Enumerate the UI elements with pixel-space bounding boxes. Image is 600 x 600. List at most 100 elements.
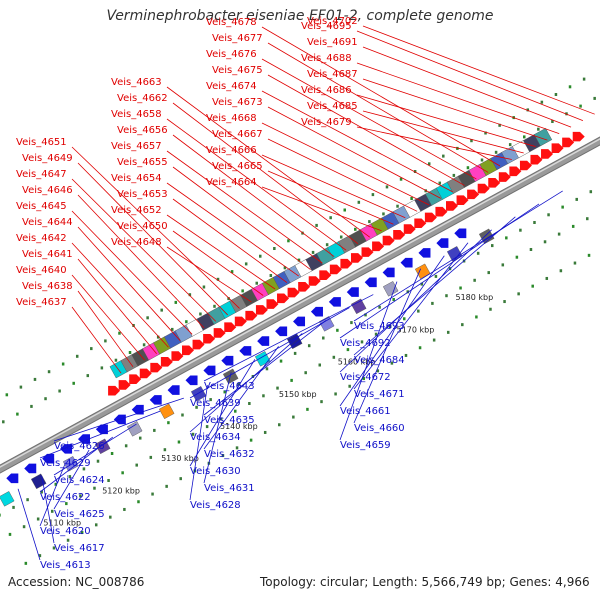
forward-gene-arrow bbox=[372, 241, 385, 252]
guide-dot bbox=[490, 244, 494, 248]
guide-dot bbox=[368, 220, 371, 224]
forward-gene-label: Veis_4640 bbox=[16, 265, 67, 276]
reverse-leader-line bbox=[203, 346, 279, 450]
guide-dot bbox=[571, 224, 575, 228]
guide-dot bbox=[188, 293, 192, 297]
forward-gene-label: Veis_4677 bbox=[212, 33, 263, 44]
forward-gene-arrow bbox=[203, 333, 216, 344]
forward-gene-label: Veis_4685 bbox=[307, 101, 358, 112]
guide-dot bbox=[329, 216, 332, 220]
reverse-gene-label: Veis_4632 bbox=[204, 449, 255, 460]
forward-gene-label: Veis_4678 bbox=[206, 17, 257, 28]
reverse-leader-line bbox=[203, 372, 232, 484]
guide-dot bbox=[283, 266, 287, 270]
guide-dot bbox=[505, 236, 508, 240]
forward-leader-line bbox=[166, 214, 276, 290]
guide-dot bbox=[587, 253, 591, 257]
reverse-gene-arrow bbox=[346, 287, 359, 297]
forward-gene-label: Veis_4668 bbox=[206, 113, 257, 124]
guide-dot bbox=[44, 397, 47, 401]
guide-dot bbox=[519, 228, 522, 232]
forward-gene-label: Veis_4674 bbox=[206, 81, 257, 92]
guide-dot bbox=[12, 505, 15, 509]
forward-leader-line bbox=[267, 106, 441, 199]
guide-dot bbox=[100, 366, 104, 370]
reverse-leader-line bbox=[339, 281, 398, 441]
guide-dot bbox=[167, 421, 170, 425]
guide-dot bbox=[249, 438, 253, 442]
reverse-leader-line bbox=[203, 320, 327, 416]
reverse-leader-line bbox=[189, 359, 256, 467]
guide-dot bbox=[362, 377, 366, 381]
reverse-gene-label: Veis_4643 bbox=[204, 381, 255, 392]
guide-dot bbox=[559, 269, 563, 273]
guide-dot bbox=[163, 448, 167, 452]
guide-dot bbox=[307, 344, 311, 348]
forward-gene-arrow bbox=[361, 247, 374, 257]
forward-gene-label: Veis_4691 bbox=[307, 37, 358, 48]
reverse-leader-line bbox=[39, 410, 161, 459]
reverse-gene-label: Veis_4671 bbox=[354, 389, 405, 400]
guide-dot bbox=[80, 531, 84, 535]
forward-gene-arrow bbox=[541, 149, 554, 159]
guide-dot bbox=[554, 93, 558, 97]
reverse-gene-arrow bbox=[185, 375, 198, 386]
forward-gene-arrow bbox=[562, 137, 575, 148]
guide-dot bbox=[385, 185, 389, 189]
tick-label: 5120 kbp bbox=[102, 486, 140, 495]
guide-dot bbox=[304, 371, 307, 375]
guide-dot bbox=[181, 413, 184, 417]
forward-leader-line bbox=[172, 134, 335, 257]
guide-dot bbox=[66, 538, 70, 542]
guide-dot bbox=[293, 351, 297, 355]
guide-dot bbox=[315, 223, 318, 227]
guide-dot bbox=[332, 355, 336, 359]
forward-leader-line bbox=[362, 110, 524, 154]
guide-dot bbox=[432, 338, 436, 342]
guide-dot bbox=[202, 285, 206, 289]
forward-leader-line bbox=[356, 62, 560, 134]
guide-dot bbox=[461, 323, 464, 327]
guide-dot bbox=[209, 398, 212, 402]
guide-dot bbox=[5, 393, 9, 397]
guide-dot bbox=[582, 77, 586, 81]
forward-gene-label: Veis_4641 bbox=[22, 249, 73, 260]
guide-dot bbox=[290, 378, 293, 382]
guide-dot bbox=[110, 451, 114, 455]
guide-dot bbox=[269, 274, 273, 278]
reverse-gene-label: Veis_4692 bbox=[340, 338, 391, 349]
guide-dot bbox=[16, 412, 19, 416]
guide-dot bbox=[484, 131, 487, 135]
guide-dot bbox=[446, 330, 450, 334]
forward-gene-label: Veis_4687 bbox=[307, 69, 358, 80]
forward-leader-line bbox=[356, 30, 584, 122]
guide-dot bbox=[124, 444, 128, 448]
guide-dot bbox=[320, 400, 323, 404]
guide-dot bbox=[179, 477, 182, 481]
guide-dot bbox=[50, 509, 54, 513]
reverse-leader-line bbox=[339, 255, 445, 407]
guide-dot bbox=[248, 401, 251, 405]
guide-dot bbox=[354, 227, 357, 231]
reverse-gene-arrow bbox=[400, 257, 413, 268]
guide-dot bbox=[551, 120, 554, 124]
guide-dot bbox=[153, 428, 156, 432]
reverse-gene-arrow bbox=[24, 463, 37, 474]
forward-gene-arrow bbox=[234, 316, 247, 327]
guide-dot bbox=[221, 454, 225, 458]
forward-leader-line bbox=[267, 42, 489, 173]
forward-gene-arrow bbox=[287, 287, 300, 298]
guide-dot bbox=[109, 515, 112, 519]
guide-dot bbox=[533, 220, 536, 224]
guide-dot bbox=[0, 513, 1, 517]
genome-backbone bbox=[0, 136, 600, 474]
guide-dot bbox=[19, 385, 23, 389]
forward-gene-label: Veis_4652 bbox=[111, 205, 162, 216]
guide-dot bbox=[90, 347, 93, 351]
guide-dot bbox=[142, 343, 146, 347]
guide-dot bbox=[575, 197, 578, 201]
reverse-gene-box bbox=[62, 456, 79, 472]
guide-dot bbox=[227, 297, 230, 301]
guide-dot bbox=[540, 100, 544, 104]
